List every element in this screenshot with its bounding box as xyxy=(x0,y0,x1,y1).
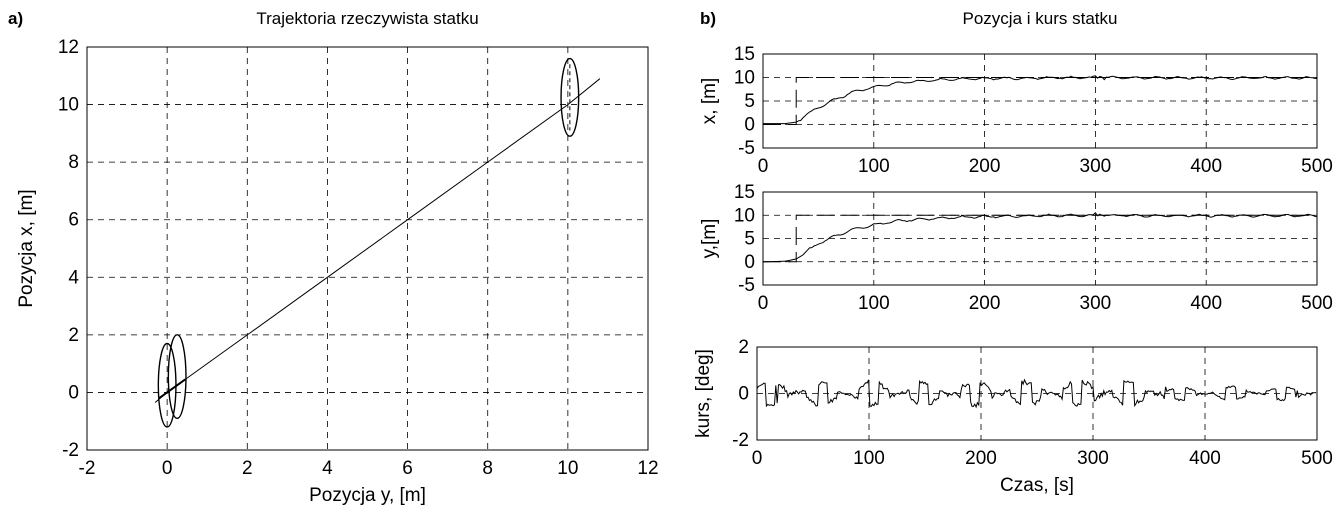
x-tick-label: 0 xyxy=(752,448,763,469)
y-tick-label: -2 xyxy=(732,430,749,451)
x-tick-label: 0 xyxy=(758,156,769,177)
panel-label: a) xyxy=(8,9,23,28)
y-tick-label: 10 xyxy=(734,68,755,89)
x-tick-label: 500 xyxy=(1301,156,1333,177)
y-tick-label: 12 xyxy=(58,37,79,58)
reference-line xyxy=(763,77,1317,125)
x-tick-label: 100 xyxy=(853,448,885,469)
x-tick-label: 400 xyxy=(1189,448,1221,469)
chart-3 xyxy=(762,191,1318,286)
x-tick-label: 0 xyxy=(758,293,769,314)
x-tick-label: 500 xyxy=(1301,293,1333,314)
x-tick-label: 6 xyxy=(402,458,413,479)
y-axis-label: kurs, [deg] xyxy=(693,349,714,438)
y-tick-label: 2 xyxy=(738,337,749,358)
y-tick-label: 0 xyxy=(744,252,755,273)
chart-1 xyxy=(86,46,649,451)
plot-frame xyxy=(762,53,1318,149)
y-tick-label: 6 xyxy=(68,210,79,231)
x-tick-label: 4 xyxy=(322,458,333,479)
plot-frame xyxy=(762,191,1318,286)
plot-frame xyxy=(86,46,649,451)
x-tick-label: 100 xyxy=(858,156,890,177)
y-axis-label: y,[m] xyxy=(699,219,720,259)
x-tick-label: 300 xyxy=(1080,293,1112,314)
x-tick-label: 400 xyxy=(1190,293,1222,314)
plot-frame xyxy=(756,346,1318,441)
series-line xyxy=(762,212,1318,263)
y-tick-label: 8 xyxy=(68,152,79,173)
y-tick-label: 0 xyxy=(744,115,755,136)
y-tick-label: 2 xyxy=(68,325,79,346)
x-tick-label: -2 xyxy=(79,458,96,479)
chart-title: Pozycja i kurs statku xyxy=(963,9,1118,28)
x-tick-label: 2 xyxy=(242,458,253,479)
heading-segment xyxy=(158,378,186,399)
x-tick-label: 200 xyxy=(969,156,1001,177)
x-tick-label: 100 xyxy=(858,293,890,314)
x-tick-label: 12 xyxy=(637,458,658,479)
y-tick-label: 10 xyxy=(58,95,79,116)
chart-2 xyxy=(762,53,1318,149)
x-tick-label: 500 xyxy=(1301,448,1333,469)
series-line xyxy=(763,75,1318,125)
y-tick-label: 15 xyxy=(734,182,755,203)
y-tick-label: -5 xyxy=(738,275,755,296)
x-tick-label: 200 xyxy=(969,293,1001,314)
y-tick-label: 0 xyxy=(68,382,79,403)
y-tick-label: -5 xyxy=(738,138,755,159)
panel-label: b) xyxy=(700,9,716,28)
ship-ellipse xyxy=(560,57,580,137)
x-tick-label: 300 xyxy=(1080,156,1112,177)
chart-title: Trajektoria rzeczywista statku xyxy=(256,9,478,28)
y-tick-label: 15 xyxy=(734,44,755,65)
ship-ellipse xyxy=(167,334,187,420)
y-axis-label: Pozycja x, [m] xyxy=(16,189,37,307)
x-tick-label: 400 xyxy=(1190,156,1222,177)
x-tick-label: 300 xyxy=(1077,448,1109,469)
y-tick-label: 0 xyxy=(738,384,749,405)
chart-4 xyxy=(756,346,1318,441)
series-line xyxy=(756,378,1317,409)
x-tick-label: 0 xyxy=(162,458,173,479)
x-axis-label: Pozycja y, [m] xyxy=(309,485,426,506)
x-tick-label: 200 xyxy=(965,448,997,469)
y-tick-label: -2 xyxy=(62,440,79,461)
x-axis-label: Czas, [s] xyxy=(1000,475,1074,496)
x-tick-label: 10 xyxy=(557,458,578,479)
y-tick-label: 4 xyxy=(68,267,79,288)
y-axis-label: x, [m] xyxy=(699,78,720,124)
y-tick-label: 5 xyxy=(744,229,755,250)
y-tick-label: 5 xyxy=(744,91,755,112)
x-tick-label: 8 xyxy=(482,458,493,479)
reference-line xyxy=(763,214,1317,263)
y-tick-label: 10 xyxy=(734,205,755,226)
trajectory-line xyxy=(154,78,601,403)
